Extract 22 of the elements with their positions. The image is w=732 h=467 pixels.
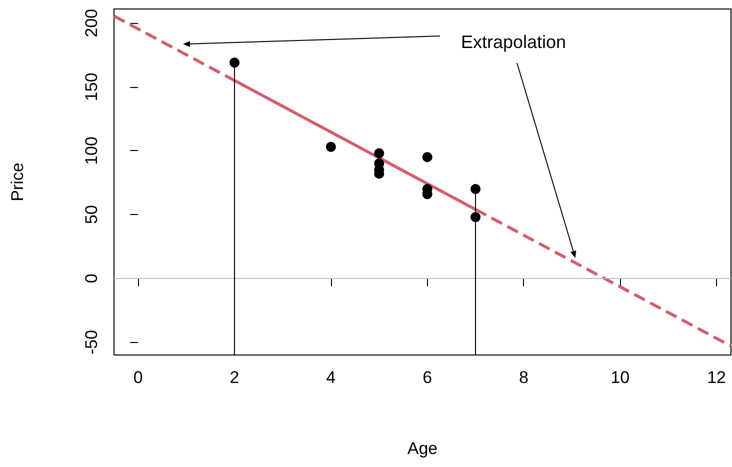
y-tick-label: 50 (82, 205, 101, 224)
point (374, 148, 384, 158)
x-tick-label: 2 (230, 368, 240, 387)
x-tick-label: 12 (707, 368, 726, 387)
x-tick-label: 8 (518, 368, 528, 387)
x-tick-label: 4 (326, 368, 336, 387)
y-tick-label: 0 (82, 274, 101, 284)
point (470, 212, 481, 222)
y-tick-label: 200 (82, 8, 101, 38)
y-tick-label: 150 (82, 72, 101, 102)
point (422, 152, 432, 162)
y-tick-label: 100 (82, 136, 101, 165)
point (230, 58, 240, 68)
point (326, 142, 336, 152)
x-tick-label: 6 (422, 368, 432, 387)
annotation: Extrapolation (461, 32, 566, 52)
x-tick-label: 10 (610, 368, 630, 387)
point (470, 184, 481, 194)
y-tick-label: -50 (82, 330, 101, 355)
y-axis-title: Price (8, 162, 27, 202)
x-axis-title: Age (407, 439, 438, 458)
x-tick-label: 0 (133, 368, 143, 387)
